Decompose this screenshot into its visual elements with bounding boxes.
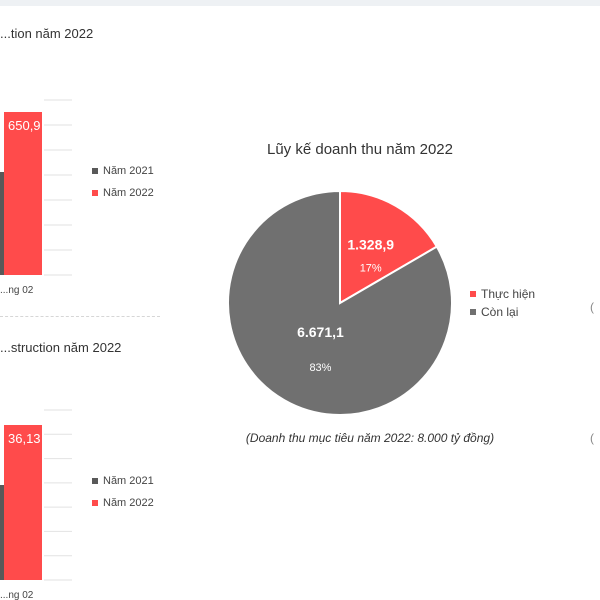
legend-item-2022-b: Năm 2022	[92, 492, 154, 514]
chart-separator	[0, 316, 160, 317]
pie-slice-1	[227, 189, 453, 416]
legend-swatch-2021-b	[92, 478, 98, 484]
edge-mark-top: (	[590, 300, 594, 314]
legend-label-2022-b: Năm 2022	[103, 497, 154, 509]
bar-chart-2: 36,13 ...ng 02	[0, 409, 72, 600]
pie-legend: Thực hiện Còn lại	[470, 285, 535, 321]
legend-label-2021: Năm 2021	[103, 165, 154, 177]
top-divider	[0, 0, 600, 6]
bar-2022-1	[4, 425, 42, 580]
legend-item-2021-b: Năm 2021	[92, 470, 154, 492]
bar-chart-1-title: ...tion năm 2022	[0, 26, 94, 41]
bar-2021-1	[0, 485, 4, 580]
pie-legend-swatch-rest	[470, 309, 476, 315]
bar-chart-1: 650,9 ...ng 02	[0, 99, 72, 296]
bar-chart-2-title: ...struction năm 2022	[0, 340, 122, 355]
legend-label-2021-b: Năm 2021	[103, 475, 154, 487]
pie-slice-0	[339, 189, 439, 305]
pie-percent-label-0: 17%	[360, 263, 382, 275]
pie-legend-label-rest: Còn lại	[481, 305, 519, 319]
pie-legend-swatch-done	[470, 291, 476, 297]
legend-swatch-2022-b	[92, 500, 98, 506]
bar-2022-0	[4, 112, 42, 275]
bar-chart-2-legend: Năm 2021 Năm 2022	[92, 470, 154, 514]
pie-legend-item-rest: Còn lại	[470, 303, 535, 321]
pie-note: (Doanh thu mục tiêu năm 2022: 8.000 tỷ đ…	[245, 431, 495, 445]
bar-2022-label-1: 36,13	[8, 431, 41, 446]
edge-mark-bottom: (	[590, 431, 594, 445]
legend-swatch-2021	[92, 168, 98, 174]
bar-2021-0	[0, 172, 4, 275]
bar-chart-1-legend: Năm 2021 Năm 2022	[92, 160, 154, 204]
pie-value-label-0: 1.328,9	[347, 237, 394, 253]
legend-item-2021: Năm 2021	[92, 160, 154, 182]
pie-chart: 1.328,9 17% 6.671,1 83%	[227, 189, 453, 416]
bar-2022-label-0: 650,9	[8, 118, 41, 133]
legend-label-2022: Năm 2022	[103, 187, 154, 199]
legend-item-2022: Năm 2022	[92, 182, 154, 204]
pie-value-label-1: 6.671,1	[297, 324, 344, 340]
pie-legend-label-done: Thực hiện	[481, 287, 536, 301]
pie-percent-label-1: 83%	[309, 362, 331, 374]
bar-category-label-1: ...ng 02	[0, 590, 34, 600]
legend-swatch-2022	[92, 190, 98, 196]
bar-category-label-0: ...ng 02	[0, 285, 34, 296]
pie-chart-title: Lũy kế doanh thu năm 2022	[267, 141, 453, 158]
pie-legend-item-done: Thực hiện	[470, 285, 535, 303]
